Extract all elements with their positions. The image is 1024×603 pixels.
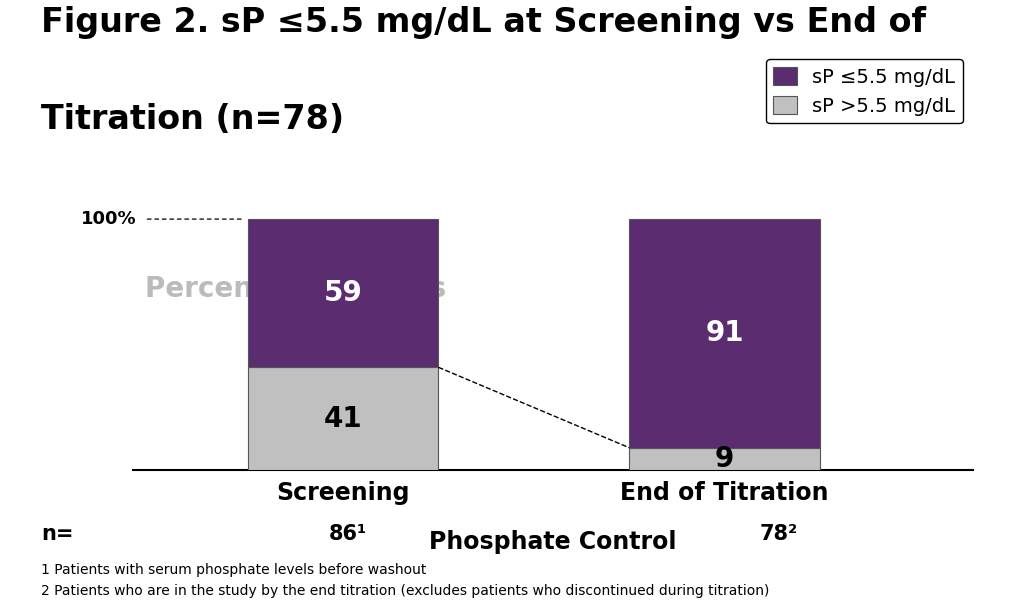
Text: n=: n=: [41, 523, 74, 544]
Text: 2 Patients who are in the study by the end titration (excludes patients who disc: 2 Patients who are in the study by the e…: [41, 584, 769, 598]
Text: Percent of Patients: Percent of Patients: [144, 276, 445, 303]
Bar: [248, 219, 438, 367]
Bar: [630, 219, 820, 447]
Text: 78²: 78²: [759, 523, 798, 544]
Text: 9: 9: [715, 445, 734, 473]
Text: 91: 91: [706, 320, 744, 347]
Bar: [248, 367, 438, 470]
Text: Titration (n=78): Titration (n=78): [41, 103, 344, 136]
Text: Phosphate Control: Phosphate Control: [429, 530, 677, 554]
Text: 1 Patients with serum phosphate levels before washout: 1 Patients with serum phosphate levels b…: [41, 563, 426, 577]
Text: 86¹: 86¹: [329, 523, 368, 544]
Text: 59: 59: [324, 279, 362, 307]
Text: 100%: 100%: [81, 210, 137, 228]
Text: Figure 2. sP ≤5.5 mg/dL at Screening vs End of: Figure 2. sP ≤5.5 mg/dL at Screening vs …: [41, 6, 926, 39]
Legend: sP ≤5.5 mg/dL, sP >5.5 mg/dL: sP ≤5.5 mg/dL, sP >5.5 mg/dL: [766, 60, 964, 124]
Bar: [630, 447, 820, 470]
Text: 41: 41: [324, 405, 362, 433]
